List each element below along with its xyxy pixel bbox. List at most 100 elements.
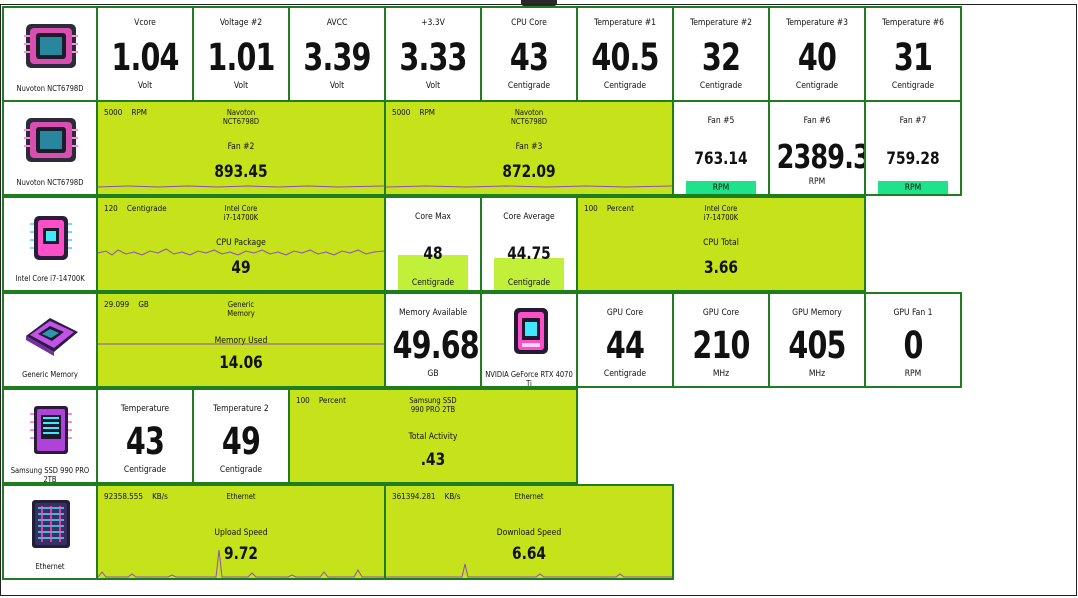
- graphics-card-icon: [514, 308, 548, 354]
- graph-max: 29.099 GB: [104, 300, 149, 309]
- ssd-temperature2-tile[interactable]: Temperature 2 49 Centigrade: [192, 388, 290, 484]
- graph-source-model: 990 PRO 2TB: [410, 405, 456, 414]
- graph-source: Samsung SSD: [409, 396, 457, 405]
- sensor-tile-2[interactable]: AVCC 3.39 Volt: [288, 6, 386, 102]
- graph-label: Upload Speed: [214, 528, 268, 538]
- tile-unit: Volt: [233, 81, 249, 91]
- device-ssd: Samsung SSD 990 PRO 2TB: [2, 388, 98, 484]
- sensor-tile-5[interactable]: Temperature #1 40.5 Centigrade: [576, 6, 674, 102]
- tile-unit: Centigrade: [603, 369, 647, 379]
- tile-label: Vcore: [134, 18, 156, 28]
- memory-available-tile[interactable]: Memory Available 49.68 GB: [384, 292, 482, 388]
- fan3-graph-panel[interactable]: 5000 RPM Navoton NCT6798D Fan #3 872.09: [384, 100, 674, 196]
- fan5-tile[interactable]: Fan #5 763.14 RPM: [672, 100, 770, 196]
- tile-label: Temperature #3: [786, 18, 848, 28]
- upload-speed-graph-panel[interactable]: 92358.555 KB/s Ethernet Upload Speed 9.7…: [96, 484, 386, 580]
- tile-label: GPU Fan 1: [893, 308, 933, 318]
- fan7-tile[interactable]: Fan #7 759.28 RPM: [864, 100, 962, 196]
- graph-source: Intel Core: [224, 204, 258, 213]
- gpu-tile-2[interactable]: GPU Memory 405 MHz: [768, 292, 866, 388]
- graph-label: CPU Package: [216, 238, 266, 248]
- fan2-sparkline: [98, 185, 384, 188]
- tile-unit: Centigrade: [507, 278, 551, 288]
- sensor-tile-4[interactable]: CPU Core 43 Centigrade: [480, 6, 578, 102]
- graph-source: Ethernet: [514, 492, 544, 501]
- device-ethernet: Ethernet: [2, 484, 98, 580]
- graph-source: Ethernet: [226, 492, 256, 501]
- graph-source: Intel Core: [704, 204, 738, 213]
- graph-value: 14.06: [219, 353, 263, 373]
- tile-unit: MHz: [712, 369, 730, 379]
- tile-value: 49.68: [392, 324, 480, 367]
- tile-label: Temperature #2: [690, 18, 752, 28]
- tile-label: Memory Available: [398, 308, 468, 318]
- gpu-tile-3[interactable]: GPU Fan 1 0 RPM: [864, 292, 962, 388]
- tile-value: 49: [221, 420, 261, 463]
- device-memory: Generic Memory: [2, 292, 98, 388]
- fan2-graph-panel[interactable]: 5000 RPM Navoton NCT6798D Fan #2 893.45: [96, 100, 386, 196]
- tile-value: 32: [701, 36, 741, 79]
- upload-sparkline: [98, 549, 384, 578]
- sensor-tile-7[interactable]: Temperature #3 40 Centigrade: [768, 6, 866, 102]
- sensor-tile-0[interactable]: Vcore 1.04 Volt: [96, 6, 194, 102]
- fan6-tile[interactable]: Fan #6 2389.38 RPM: [768, 100, 866, 196]
- graph-source: Navoton: [226, 108, 256, 117]
- fan7-level-bar: [878, 181, 948, 194]
- device-gpu: NVIDIA GeForce RTX 4070 Ti: [480, 292, 578, 388]
- gpu-tile-0[interactable]: GPU Core 44 Centigrade: [576, 292, 674, 388]
- graph-value: 893.45: [214, 162, 268, 182]
- tile-unit: Centigrade: [891, 81, 935, 91]
- window-top-handle[interactable]: [521, 0, 557, 6]
- tile-unit: Centigrade: [123, 465, 167, 475]
- device-label: NVIDIA GeForce RTX 4070 Ti: [485, 370, 573, 388]
- graph-label: Fan #3: [515, 142, 543, 152]
- tile-value: 1.01: [207, 36, 275, 79]
- tile-value: 759.28: [886, 149, 940, 169]
- memory-module-icon: [26, 318, 78, 356]
- cpu-total-graph-panel[interactable]: 100 Percent Intel Core i7-14700K CPU Tot…: [576, 196, 866, 292]
- sensor-tile-8[interactable]: Temperature #6 31 Centigrade: [864, 6, 962, 102]
- graph-max: 100 Percent: [584, 204, 634, 213]
- sensor-tile-3[interactable]: +3.3V 3.33 Volt: [384, 6, 482, 102]
- graph-value: 3.66: [704, 258, 738, 278]
- sensor-tile-1[interactable]: Voltage #2 1.01 Volt: [192, 6, 290, 102]
- cpu-package-graph-panel[interactable]: 120 Centigrade Intel Core i7-14700K CPU …: [96, 196, 386, 292]
- tile-label: Core Average: [503, 212, 555, 222]
- device-label: Nuvoton NCT6798D: [16, 178, 84, 187]
- tile-unit: Centigrade: [507, 81, 551, 91]
- core-max-tile[interactable]: Core Max 48 Centigrade: [384, 196, 482, 292]
- graph-value: .43: [420, 450, 446, 470]
- device-cpu: Intel Core i7-14700K: [2, 196, 98, 292]
- tile-label: Fan #6: [803, 116, 831, 126]
- ssd-drive-icon: [30, 406, 72, 454]
- ssd-activity-graph-panel[interactable]: 100 Percent Samsung SSD 990 PRO 2TB Tota…: [288, 388, 578, 484]
- gpu-tile-1[interactable]: GPU Core 210 MHz: [672, 292, 770, 388]
- tile-label: Core Max: [415, 212, 451, 222]
- device-label: Nuvoton NCT6798D: [16, 84, 84, 93]
- graph-source-model: NCT6798D: [222, 117, 260, 126]
- graph-source: Generic: [227, 300, 255, 309]
- tile-label: Temperature 2: [213, 404, 269, 414]
- tile-unit: RPM: [712, 183, 730, 193]
- memory-used-graph-panel[interactable]: 29.099 GB Generic Memory Memory Used 14.…: [96, 292, 386, 388]
- graph-source-model: i7-14700K: [703, 213, 739, 222]
- graph-label: CPU Total: [703, 238, 739, 248]
- device-label: Generic Memory: [22, 370, 78, 379]
- core-average-level-bar: [494, 258, 564, 290]
- tile-unit: RPM: [808, 177, 826, 187]
- device-nuvoton-row1: Nuvoton NCT6798D: [2, 6, 98, 102]
- tile-value: 43: [509, 36, 549, 79]
- graph-label: Memory Used: [214, 336, 268, 346]
- graph-value: 872.09: [502, 162, 556, 182]
- motherboard-chip-icon: [24, 118, 78, 162]
- tile-unit: Volt: [329, 81, 345, 91]
- fan3-sparkline: [386, 185, 672, 188]
- download-speed-graph-panel[interactable]: 361394.281 KB/s Ethernet Download Speed …: [384, 484, 674, 580]
- graph-value: 6.64: [512, 544, 546, 564]
- ssd-temperature-tile[interactable]: Temperature 43 Centigrade: [96, 388, 194, 484]
- core-average-tile[interactable]: Core Average 44.75 Centigrade: [480, 196, 578, 292]
- graph-source: Navoton: [514, 108, 544, 117]
- tile-value: 2389.38: [776, 137, 864, 176]
- sensor-tile-6[interactable]: Temperature #2 32 Centigrade: [672, 6, 770, 102]
- graph-value: 49: [231, 258, 251, 278]
